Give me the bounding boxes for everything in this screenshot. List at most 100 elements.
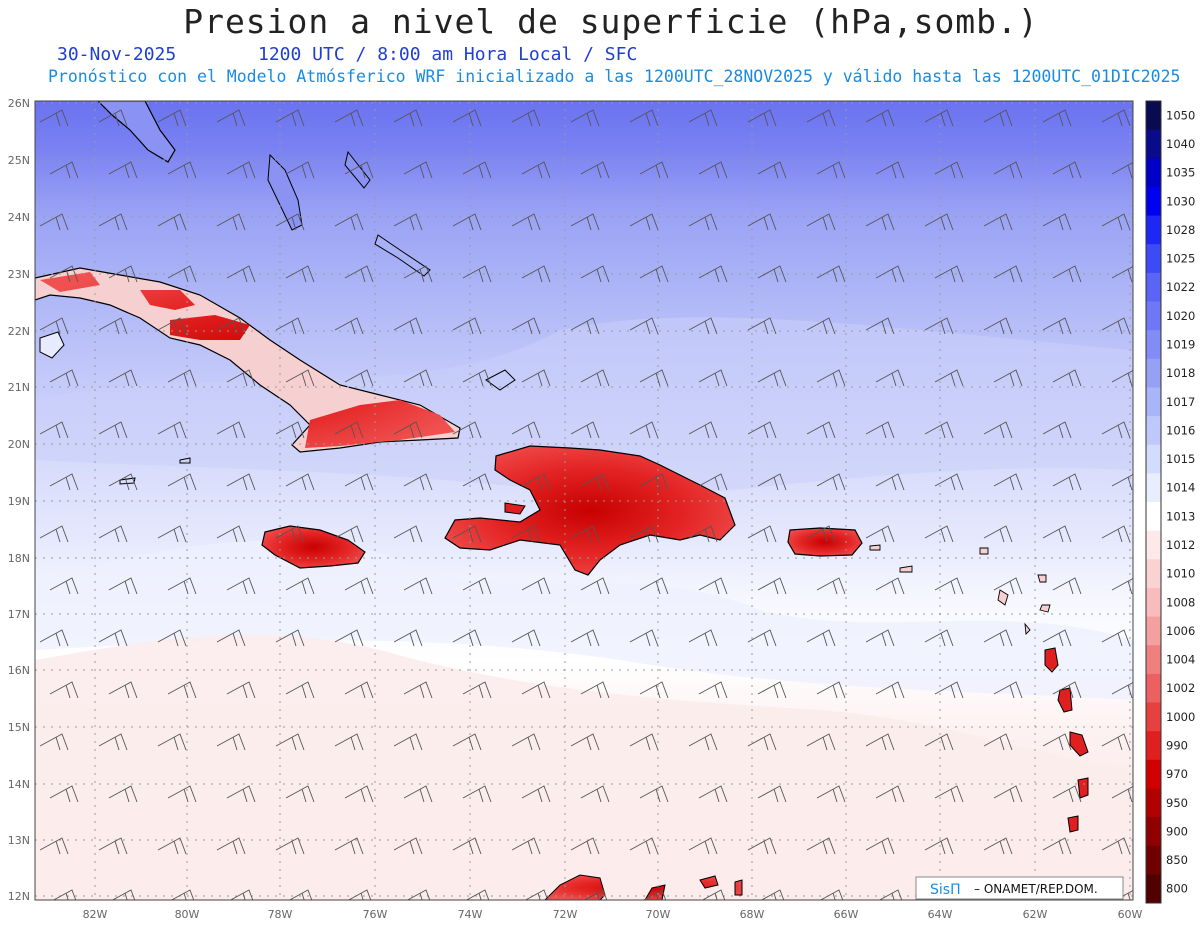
wind-barb bbox=[49, 265, 79, 283]
colorbar-label: 1025 bbox=[1166, 252, 1195, 266]
wind-barb bbox=[816, 369, 846, 387]
wind-barb bbox=[226, 265, 256, 283]
wind-barb bbox=[747, 421, 777, 439]
wind-barb bbox=[747, 837, 777, 855]
colorbar-swatch bbox=[1146, 616, 1161, 646]
lon-label: 62W bbox=[1023, 908, 1048, 921]
lat-label: 18N bbox=[8, 552, 30, 565]
colorbar-swatch bbox=[1146, 387, 1161, 417]
wind-barb bbox=[1101, 109, 1131, 127]
wind-barb bbox=[1101, 525, 1131, 543]
wind-barb bbox=[934, 161, 964, 179]
colorbar-label: 950 bbox=[1166, 796, 1188, 810]
lat-label: 13N bbox=[8, 834, 30, 847]
wind-barb bbox=[108, 681, 138, 699]
wind-barb bbox=[806, 525, 836, 543]
bahamas-land bbox=[267, 153, 303, 231]
wind-barb bbox=[403, 265, 433, 283]
wind-barb bbox=[49, 785, 79, 803]
wind-barb bbox=[344, 785, 374, 803]
colorbar-label: 1008 bbox=[1166, 595, 1195, 609]
lat-label: 24N bbox=[8, 211, 30, 224]
colorbar-swatch bbox=[1146, 788, 1161, 818]
colorbar-label: 1022 bbox=[1166, 280, 1195, 294]
wind-barb bbox=[639, 265, 669, 283]
wind-barb bbox=[639, 681, 669, 699]
wind-barb bbox=[167, 577, 197, 595]
colorbar-swatch bbox=[1146, 101, 1161, 131]
lesser-antilles-islands bbox=[1044, 647, 1089, 833]
wind-barb bbox=[875, 681, 905, 699]
wind-barb bbox=[698, 785, 728, 803]
wind-barb bbox=[1111, 474, 1133, 491]
wind-barb bbox=[806, 421, 836, 439]
colorbar-swatch bbox=[1146, 530, 1161, 560]
wind-barb bbox=[226, 681, 256, 699]
wind-barb bbox=[1042, 525, 1072, 543]
wind-barb bbox=[983, 733, 1013, 751]
wind-barb bbox=[816, 681, 846, 699]
turks-caicos-land bbox=[485, 369, 516, 391]
colorbar-swatch bbox=[1146, 301, 1161, 331]
lon-label: 64W bbox=[928, 908, 953, 921]
wind-barb bbox=[1111, 370, 1133, 387]
wind-barb bbox=[39, 525, 69, 543]
wind-barb bbox=[1101, 317, 1131, 335]
colorbar-swatch bbox=[1146, 759, 1161, 789]
wind-barb bbox=[39, 629, 69, 647]
lat-label: 19N bbox=[8, 495, 30, 508]
colorbar-swatch bbox=[1146, 158, 1161, 188]
colorbar-label: 1000 bbox=[1166, 710, 1195, 724]
wind-barb bbox=[934, 473, 964, 491]
wind-barb bbox=[993, 577, 1023, 595]
wind-barb bbox=[639, 369, 669, 387]
wind-barb bbox=[993, 161, 1023, 179]
wind-barb bbox=[698, 577, 728, 595]
wind-barb bbox=[629, 733, 659, 751]
wind-barb bbox=[452, 317, 482, 335]
wind-barb bbox=[452, 733, 482, 751]
wind-barb bbox=[1101, 733, 1131, 751]
wind-barb bbox=[49, 161, 79, 179]
wind-barb bbox=[983, 213, 1013, 231]
colorbar-swatch bbox=[1146, 215, 1161, 245]
pressure-colorbar: 1050 1040 1035 1030 1028 1025 1022 1020 1019 1018… bbox=[1145, 100, 1195, 904]
wind-barb bbox=[167, 681, 197, 699]
wind-barb bbox=[285, 265, 315, 283]
small-islands bbox=[869, 544, 1051, 635]
wind-barb bbox=[993, 265, 1023, 283]
wind-barb bbox=[1042, 109, 1072, 127]
wind-barb bbox=[285, 681, 315, 699]
wind-barb bbox=[1052, 681, 1082, 699]
colorbar-frame bbox=[1145, 100, 1162, 904]
wind-barb bbox=[1111, 578, 1133, 595]
lon-label: 82W bbox=[83, 908, 108, 921]
wind-barb bbox=[49, 681, 79, 699]
wind-barb bbox=[1042, 421, 1072, 439]
wind-barb bbox=[747, 629, 777, 647]
wind-barb bbox=[216, 733, 246, 751]
colorbar-label: 1012 bbox=[1166, 538, 1195, 552]
wind-barb bbox=[688, 317, 718, 335]
hispaniola-land bbox=[444, 445, 736, 576]
wind-barb bbox=[1101, 837, 1131, 855]
lat-label: 12N bbox=[8, 890, 30, 903]
wind-barb bbox=[865, 213, 895, 231]
wind-barb bbox=[39, 733, 69, 751]
credit-org: – ONAMET/REP.DOM. bbox=[974, 882, 1098, 896]
colorbar-swatch bbox=[1146, 444, 1161, 474]
wind-barb bbox=[334, 629, 364, 647]
lon-label: 80W bbox=[175, 908, 200, 921]
wind-barb bbox=[570, 421, 600, 439]
wind-barb bbox=[521, 577, 551, 595]
colorbar-label: 1050 bbox=[1166, 108, 1195, 122]
wind-barb bbox=[983, 629, 1013, 647]
wind-barb bbox=[39, 837, 69, 855]
wind-barb bbox=[1101, 629, 1131, 647]
wind-barb bbox=[452, 213, 482, 231]
wind-barb bbox=[285, 161, 315, 179]
wind-barb bbox=[216, 109, 246, 127]
colorbar-label: 900 bbox=[1166, 824, 1188, 838]
wind-barb bbox=[1042, 317, 1072, 335]
wind-barb bbox=[983, 317, 1013, 335]
